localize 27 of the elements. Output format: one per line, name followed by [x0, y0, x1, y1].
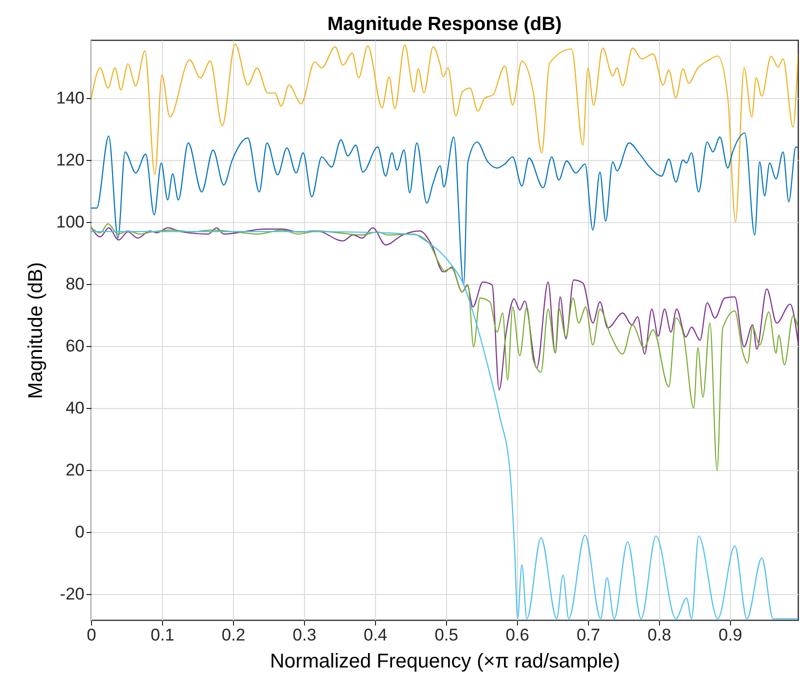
line-series: [91, 226, 798, 391]
x-tick-label: 0.2: [222, 626, 246, 644]
y-tick-label: 120: [56, 150, 84, 170]
x-tick-label: 0.6: [506, 626, 530, 644]
x-tick-label: 0: [86, 626, 96, 644]
x-tick-label: 0.9: [718, 626, 742, 644]
line-series: [91, 223, 798, 472]
chart-title: Magnitude Response (dB): [327, 14, 562, 35]
y-tick-label: -20: [60, 584, 84, 604]
line-series: [91, 231, 798, 620]
line-series: [91, 132, 798, 286]
y-tick-label: 20: [66, 460, 84, 480]
x-tick-label: 0.7: [576, 626, 600, 644]
x-tick-label: 0.8: [648, 626, 672, 644]
y-tick-label: 100: [56, 212, 84, 232]
y-tick-label: 0: [75, 522, 84, 542]
y-tick-label: 60: [66, 336, 84, 356]
y-tick-label: 40: [66, 398, 84, 418]
x-tick-label: 0.4: [364, 626, 388, 644]
line-series: [91, 43, 798, 223]
y-axis-title: Magnitude (dB): [25, 262, 48, 399]
x-axis-title: Normalized Frequency (×π rad/sample): [270, 650, 620, 672]
y-tick-label: 80: [66, 274, 84, 294]
y-tick-label: 140: [56, 88, 84, 108]
x-tick-label: 0.3: [292, 626, 316, 644]
x-tick-label: 0.5: [434, 626, 458, 644]
x-tick-label: 0.1: [150, 626, 174, 644]
